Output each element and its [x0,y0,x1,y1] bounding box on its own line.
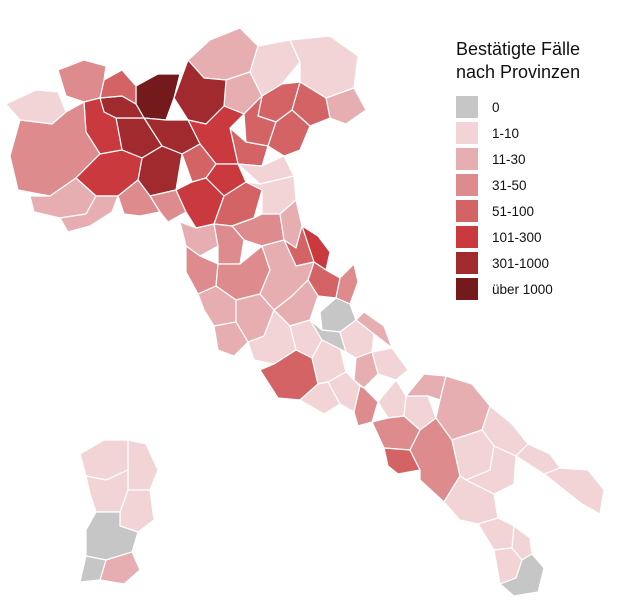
legend-item-51-100: 51-100 [456,198,580,224]
legend-label: 51-100 [492,203,535,219]
legend-item-301-1000: 301-1000 [456,250,580,276]
province-22 [5,89,67,125]
legend-swatch [456,148,478,170]
legend-label: 0 [492,99,500,115]
legend-item-101-300: 101-300 [456,224,580,250]
province-30 [149,189,187,223]
province-77 [511,525,533,561]
legend-label: 1-10 [492,125,520,141]
legend-swatch [456,252,478,274]
legend-swatch [456,278,478,300]
province-46 [335,263,359,305]
legend-item-0: 0 [456,94,580,120]
legend-label: 31-50 [492,177,527,193]
province-58 [355,311,393,349]
province-12 [135,73,181,121]
province-82 [119,489,155,533]
province-65 [383,447,421,475]
province-71 [543,467,605,515]
province-62 [377,379,407,419]
legend-item-over-1000: über 1000 [456,276,580,302]
legend-swatch [456,200,478,222]
legend-item-1-10: 1-10 [456,120,580,146]
province-85 [79,555,107,583]
province-75 [477,517,515,551]
province-11 [237,155,295,185]
legend-label: 301-1000 [492,255,550,271]
legend-title-line-2: nach Provinzen [456,62,581,82]
province-67 [405,373,447,401]
province-80 [127,439,159,491]
legend-title-line-1: Bestätigte Fälle [456,39,581,59]
legend-item-31-50: 31-50 [456,172,580,198]
province-23 [57,59,107,103]
legend-label: 101-300 [492,229,542,245]
legend-swatch [456,226,478,248]
legend-label: über 1000 [492,281,553,297]
legend-label: 11-30 [492,151,526,167]
province-28 [59,195,119,233]
legend-swatch [456,174,478,196]
province-44 [301,225,331,271]
legend-title: Bestätigte Fälle nach Provinzen [456,38,580,84]
legend-swatch [456,122,478,144]
province-60 [353,351,379,389]
map-legend: Bestätigte Fälle nach Provinzen 0 1-10 1… [456,38,580,302]
legend-swatch [456,96,478,118]
province-70 [515,443,561,475]
province-74 [443,475,499,525]
legend-item-11-30: 11-30 [456,146,580,172]
province-42 [213,321,249,357]
province-78 [499,553,545,597]
